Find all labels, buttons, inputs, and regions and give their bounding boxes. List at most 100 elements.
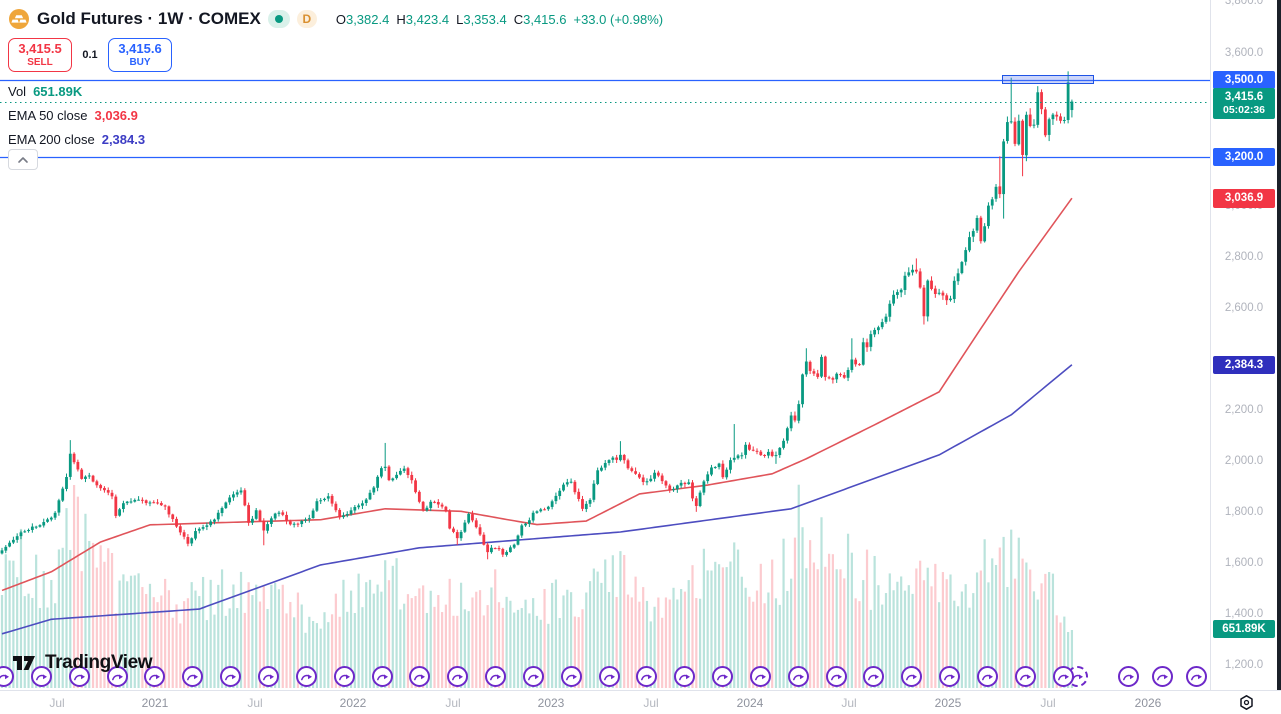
ema200-indicator-value: 2,384.3	[101, 131, 146, 147]
price-tick-28000: 2,800.0	[1224, 250, 1264, 263]
sell-button[interactable]: 3,415.5 SELL	[8, 38, 72, 72]
time-label-jul: Jul	[49, 696, 65, 710]
time-label-2025: 2025	[934, 696, 962, 710]
contract-rollover-icon[interactable]	[522, 666, 544, 687]
contract-rollover-icon[interactable]	[257, 666, 279, 687]
ema50-indicator-value: 3,036.9	[94, 107, 138, 123]
contract-rollover-icon[interactable]	[295, 666, 317, 687]
price-tick-12000: 1,200.0	[1224, 659, 1264, 671]
buy-label: BUY	[129, 56, 151, 68]
ema50-indicator-row[interactable]: EMA 50 close 3,036.9	[8, 107, 663, 123]
time-label-2022: 2022	[339, 696, 367, 710]
volume-indicator-row[interactable]: Vol 651.89K	[8, 83, 663, 99]
sell-label: SELL	[27, 56, 53, 68]
time-label-2024: 2024	[736, 696, 764, 710]
time-label-2021: 2021	[141, 696, 169, 710]
time-label-jul: Jul	[841, 696, 857, 710]
contract-rollover-icon[interactable]	[30, 666, 52, 687]
buy-price: 3,415.6	[118, 40, 162, 56]
contract-rollover-icon[interactable]	[371, 666, 393, 687]
ohlc-letter-l: L	[456, 11, 464, 27]
rectangle-drawing[interactable]	[1002, 75, 1094, 84]
price-tick-18000: 1,800.0	[1224, 505, 1264, 518]
time-axis[interactable]: Jul 2021 Jul 2022 Jul 2023 Jul 2024 Jul 2025 Jul 20…	[0, 690, 1281, 714]
interval-badge[interactable]: D	[296, 10, 317, 28]
ema200-label: 2,384.3	[1213, 355, 1275, 375]
contract-rollover-icon[interactable]	[749, 666, 771, 687]
axis-settings-icon[interactable]	[1237, 693, 1256, 714]
contract-rollover-icon[interactable]	[143, 666, 165, 687]
time-label-jul: Jul	[445, 696, 461, 710]
ema50-indicator-name: EMA 50 close	[8, 107, 88, 123]
contract-rollover-icon[interactable]	[862, 666, 884, 687]
contract-rollover-icon[interactable]	[408, 666, 430, 687]
trade-buttons-row: 3,415.5 SELL 0.1 3,415.6 BUY	[8, 38, 663, 72]
price-tick-16000: 1,600.0	[1224, 556, 1264, 569]
time-label-jul: Jul	[643, 696, 659, 710]
change-readout: +33.0 (+0.98%)	[573, 11, 664, 27]
time-label-jul: Jul	[247, 696, 263, 710]
contract-rollover-icon[interactable]	[1014, 666, 1036, 687]
price-tick-14000: 1,400.0	[1224, 607, 1264, 620]
hline-3200-label: 3,200.0	[1213, 147, 1275, 166]
legend-collapse-button[interactable]	[8, 149, 38, 170]
ohlc-value-o: 3,382.4	[345, 11, 390, 27]
contract-rollover-icon[interactable]	[446, 666, 468, 687]
contract-rollover-icon[interactable]	[1185, 666, 1207, 687]
market-status-dot-icon[interactable]	[267, 10, 290, 28]
contract-rollover-icon[interactable]	[484, 666, 506, 687]
contract-rollover-icon[interactable]	[1052, 666, 1074, 687]
window-edge-bar	[1277, 0, 1281, 690]
ohlc-readout: O3,382.4 H3,423.4 L3,353.4 C3,415.6 +33.0 (+…	[336, 12, 663, 27]
contract-rollover-icon[interactable]	[219, 666, 241, 687]
contract-rollover-icon[interactable]	[976, 666, 998, 687]
price-chart-canvas[interactable]	[0, 0, 1210, 690]
quantity-field[interactable]: 0.1	[82, 49, 98, 61]
time-label-2023: 2023	[537, 696, 565, 710]
contract-rollover-icon[interactable]	[598, 666, 620, 687]
ohlc-letter-o: O	[335, 11, 346, 27]
symbol-header-row: Gold Futures · 1W · COMEX D O3,382.4 H3,4…	[8, 6, 663, 32]
price-tick-36000: 3,600.0	[1224, 46, 1264, 59]
contract-rollover-icon[interactable]	[106, 666, 128, 687]
contract-rollover-icon[interactable]	[900, 666, 922, 687]
tradingview-logo[interactable]: TradingView	[12, 652, 153, 674]
chart-legend: Gold Futures · 1W · COMEX D O3,382.4 H3,4…	[8, 6, 663, 147]
time-label-jul: Jul	[1040, 696, 1056, 710]
ohlc-letter-c: C	[513, 11, 524, 27]
ema200-indicator-name: EMA 200 close	[8, 131, 95, 147]
contract-rollover-icon[interactable]	[635, 666, 657, 687]
buy-button[interactable]: 3,415.6 BUY	[108, 38, 172, 72]
ohlc-letter-h: H	[396, 11, 406, 27]
last-price-label: 3,415.6 05:02:36	[1213, 87, 1275, 120]
price-tick-38000: 3,800.0	[1224, 0, 1264, 8]
contract-rollover-icon[interactable]	[68, 666, 90, 687]
ema200-indicator-row[interactable]: EMA 200 close 2,384.3	[8, 131, 663, 147]
volume-indicator-value: 651.89K	[33, 83, 83, 99]
contract-rollover-icon[interactable]	[711, 666, 733, 687]
contract-rollover-icon[interactable]	[560, 666, 582, 687]
contract-rollover-icon[interactable]	[673, 666, 695, 687]
contract-rollover-icon[interactable]	[1117, 666, 1139, 687]
contract-rollover-icon[interactable]	[1151, 666, 1173, 687]
price-tick-26000: 2,600.0	[1224, 301, 1264, 314]
contract-rollover-icon[interactable]	[938, 666, 960, 687]
price-axis[interactable]: 3,800.03,600.03,000.02,800.02,600.02,200…	[1210, 0, 1281, 690]
contract-rollover-icon[interactable]	[0, 666, 14, 687]
chevron-up-icon	[18, 156, 28, 163]
tradingview-logo-icon	[13, 656, 35, 670]
sell-price: 3,415.5	[18, 40, 62, 56]
current-price-line	[0, 102, 1210, 103]
symbol-title[interactable]: Gold Futures · 1W · COMEX	[37, 9, 261, 28]
contract-rollover-icon[interactable]	[333, 666, 355, 687]
hline-3500-label: 3,500.0	[1213, 71, 1275, 90]
contract-rollover-icon[interactable]	[825, 666, 847, 687]
time-label-2026: 2026	[1134, 696, 1162, 710]
contract-rollover-icon[interactable]	[181, 666, 203, 687]
ohlc-value-c: 3,415.6	[523, 11, 567, 27]
volume-label: 651.89K	[1213, 620, 1275, 639]
ohlc-value-h: 3,423.4	[405, 11, 450, 27]
price-tick-20000: 2,000.0	[1224, 454, 1264, 467]
contract-rollover-icon[interactable]	[787, 666, 809, 687]
